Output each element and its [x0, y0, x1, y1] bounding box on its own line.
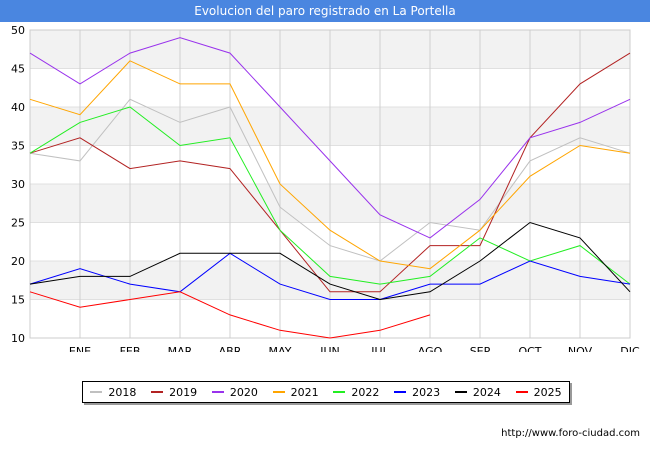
- x-tick-label: NOV: [568, 345, 593, 352]
- x-tick-label: FEB: [120, 345, 141, 352]
- chart-legend: 2018 2019 2020 2021 2022 2023 2024 2025: [82, 381, 570, 403]
- x-tick-label: MAY: [269, 345, 292, 352]
- x-tick-label: DIC: [620, 345, 640, 352]
- legend-swatch: [272, 391, 285, 393]
- legend-item-2019: 2019: [151, 386, 197, 399]
- series-line-2018: [29, 98, 631, 262]
- legend-swatch: [211, 391, 224, 393]
- series-line-2024: [29, 221, 631, 301]
- x-tick-label: OCT: [518, 345, 541, 352]
- series-line-2025: [29, 291, 431, 339]
- legend-label: 2025: [533, 385, 562, 399]
- legend-label: 2021: [290, 385, 319, 399]
- legend-item-2021: 2021: [272, 385, 319, 399]
- y-tick-label: 45: [11, 63, 25, 76]
- x-tick-label: JUL: [370, 345, 389, 352]
- y-tick-label: 50: [11, 24, 25, 37]
- y-tick-label: 40: [11, 101, 25, 114]
- legend-label: 2020: [229, 385, 258, 399]
- series-line-2020: [29, 37, 631, 239]
- legend-item-2024: 2024: [454, 385, 501, 399]
- legend-swatch: [333, 391, 346, 393]
- legend-swatch: [394, 391, 407, 393]
- x-tick-label: ABR: [219, 345, 242, 352]
- source-url: http://www.foro-ciudad.com: [501, 428, 640, 439]
- x-tick-label: JUN: [319, 345, 340, 352]
- y-tick-label: 20: [11, 255, 25, 268]
- legend-label: 2018: [108, 385, 137, 399]
- y-tick-label: 10: [11, 332, 25, 345]
- legend-swatch: [454, 391, 467, 393]
- legend-item-2023: 2023: [394, 386, 440, 399]
- chart-title: Evolucion del paro registrado en La Port…: [0, 0, 650, 22]
- y-tick-label: 15: [11, 294, 25, 307]
- x-tick-label: ENE: [69, 345, 91, 352]
- legend-label: 2024: [472, 385, 501, 399]
- y-tick-label: 25: [11, 217, 25, 230]
- series-line-2023: [29, 252, 631, 300]
- y-tick-label: 30: [11, 178, 25, 191]
- y-tick-label: 35: [11, 140, 25, 153]
- x-tick-label: MAR: [168, 345, 193, 352]
- legend-swatch: [515, 391, 528, 393]
- x-tick-label: SEP: [470, 345, 491, 352]
- legend-item-2022: 2022: [333, 386, 379, 399]
- legend-label: 2022: [351, 385, 380, 399]
- series-line-2021: [29, 60, 631, 270]
- legend-swatch: [90, 391, 103, 393]
- legend-item-2020: 2020: [211, 385, 258, 399]
- legend-label: 2023: [412, 385, 441, 399]
- line-chart: 10 15 20 25 30 35 40 45 50 ENE FEB MAR ABR MAY JUN JUL A…: [11, 24, 640, 352]
- legend-item-2025: 2025: [515, 385, 562, 399]
- legend-item-2018: 2018: [90, 386, 136, 399]
- legend-swatch: [151, 391, 164, 393]
- legend-label: 2019: [169, 385, 198, 399]
- x-tick-label: AGO: [418, 345, 443, 352]
